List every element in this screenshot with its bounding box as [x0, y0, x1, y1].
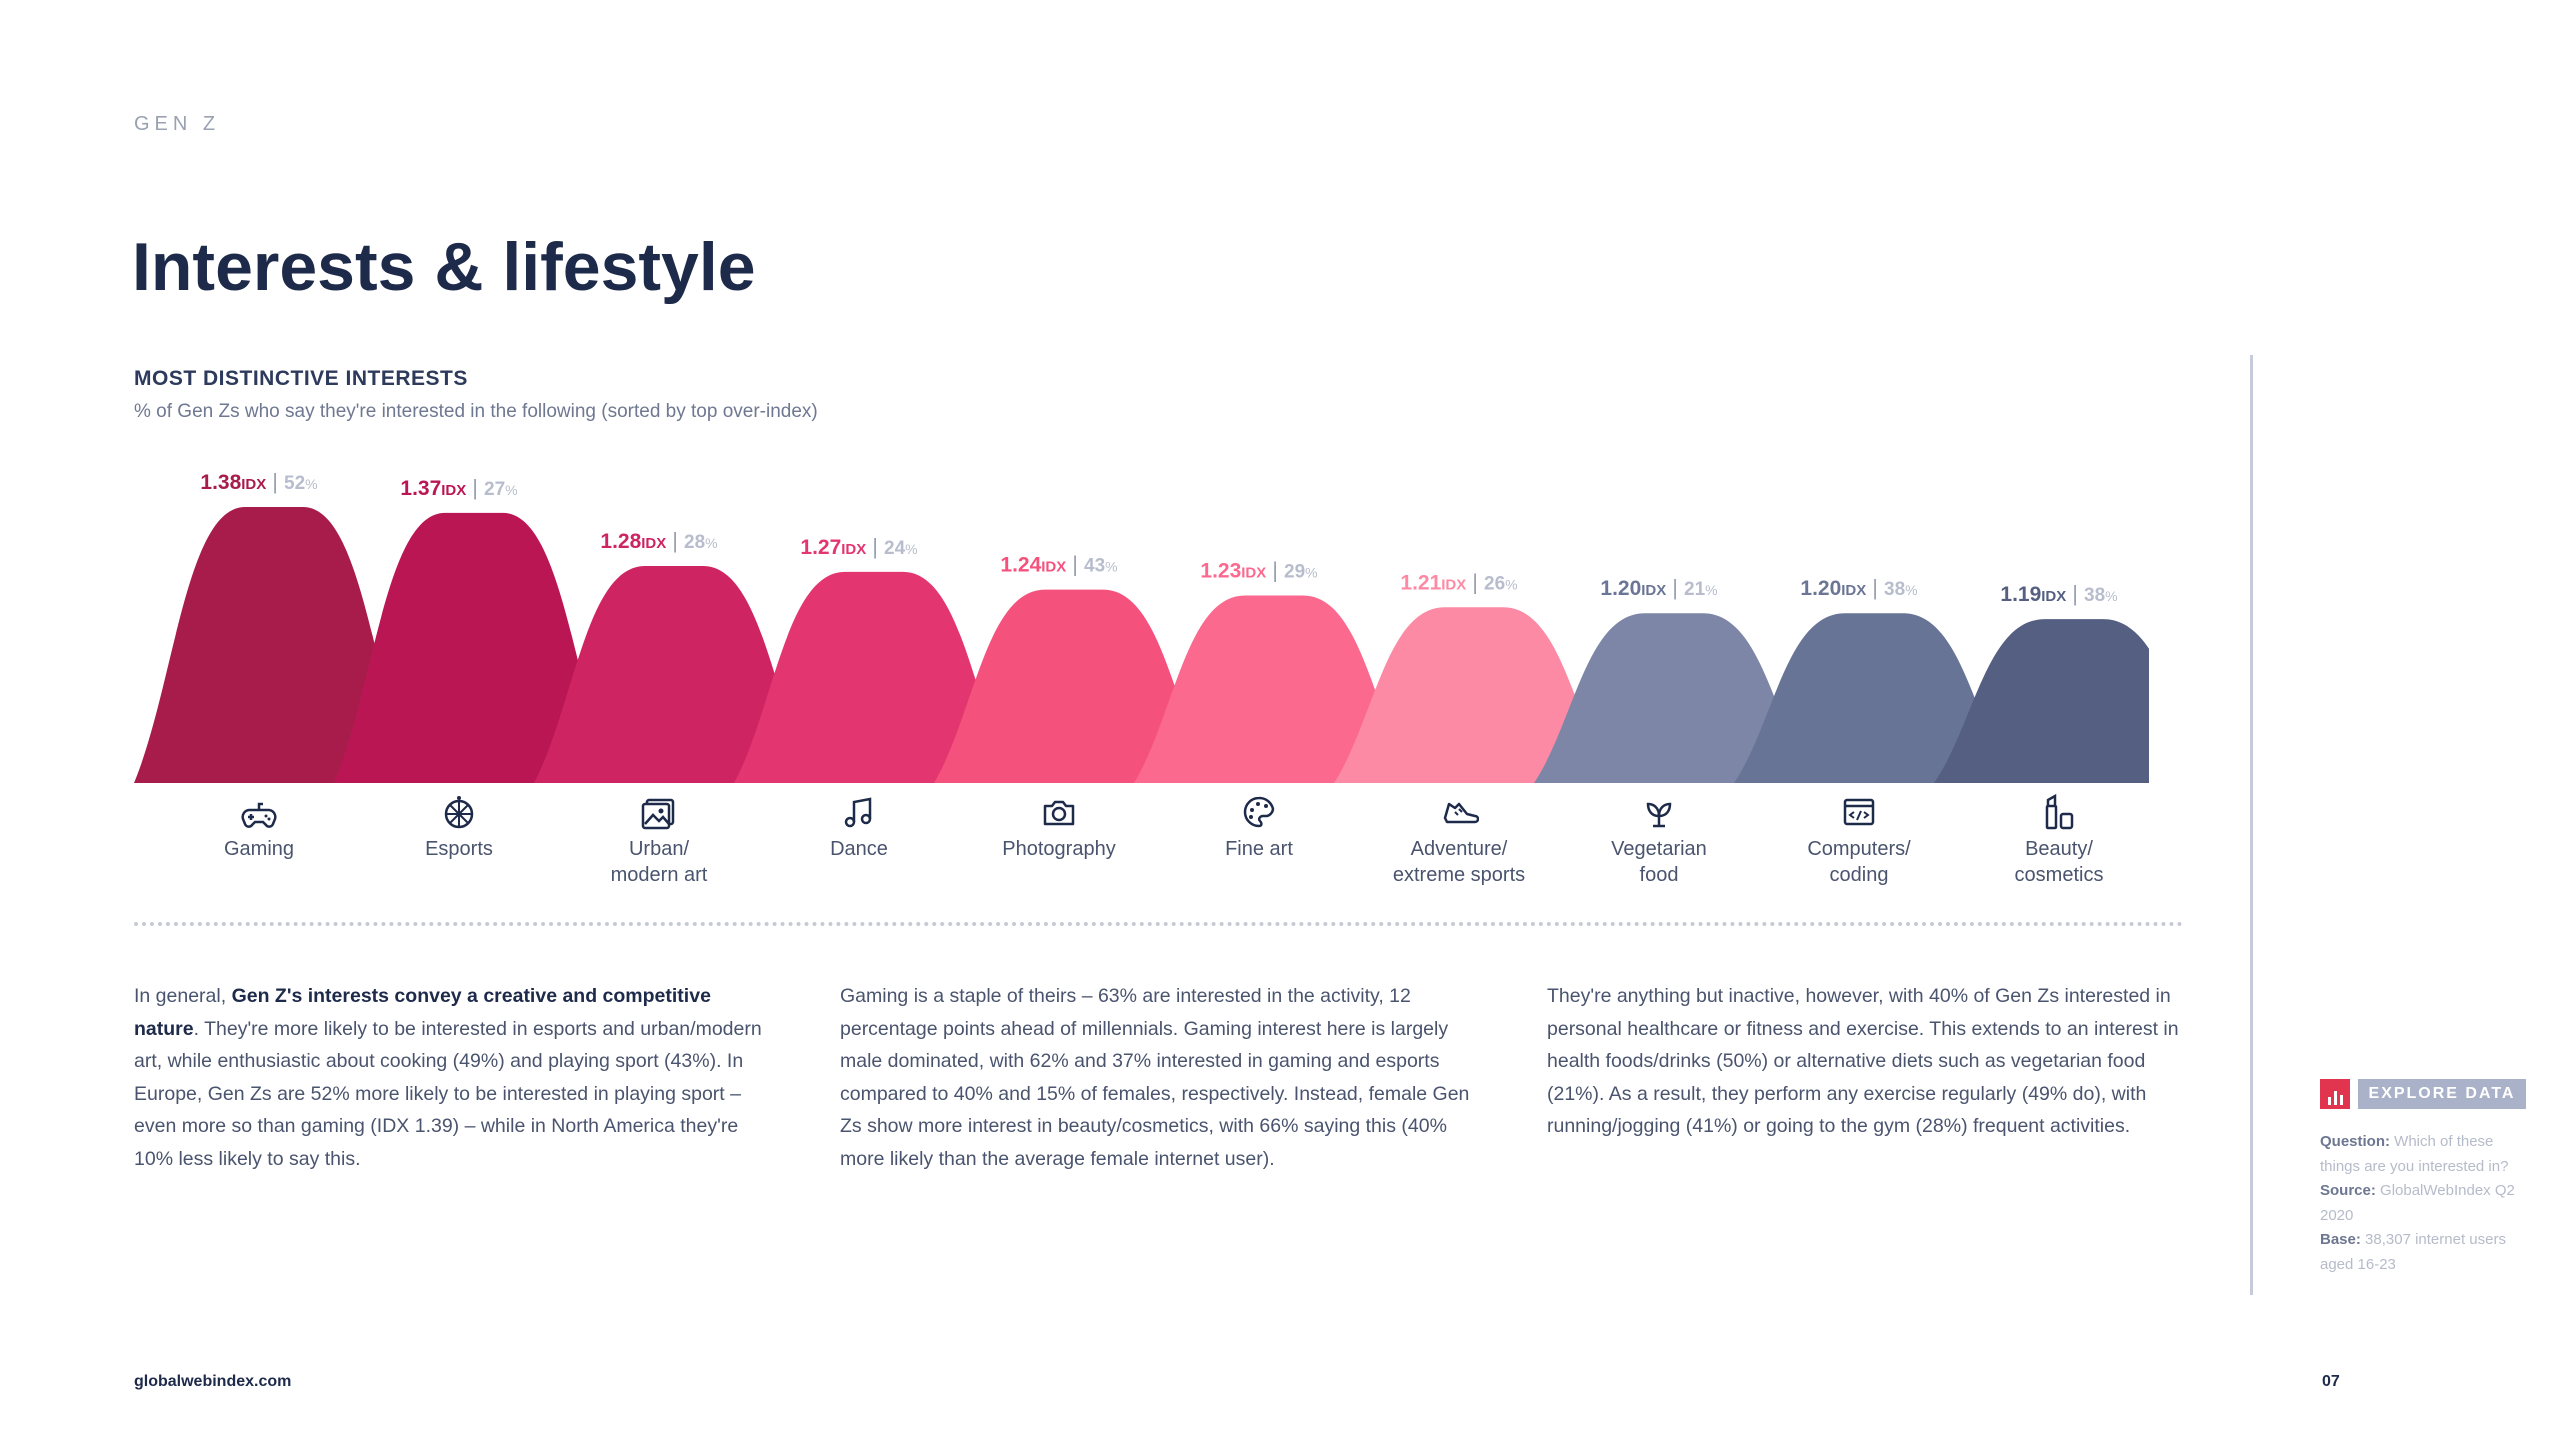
source-note: Source: GlobalWebIndex Q2 2020 — [2320, 1182, 2515, 1224]
data-label-1: 1.37IDX | 27% — [400, 475, 517, 500]
data-label-4: 1.24IDX | 43% — [1000, 552, 1117, 577]
body-text-col-2: Gaming is a staple of theirs – 63% are i… — [840, 985, 1470, 1170]
bubble-bar-9 — [1934, 619, 2214, 783]
bubble-bar-4 — [934, 589, 1214, 783]
image-icon — [639, 792, 679, 832]
category-label-7: Vegetarian food — [1611, 838, 1707, 886]
base-note: Base: 38,307 internet users aged 16-23 — [2320, 1231, 2506, 1273]
data-label-2: 1.28IDX | 28% — [600, 528, 717, 553]
sidebar-divider — [2250, 355, 2253, 1295]
sneaker-icon — [1439, 792, 1480, 832]
bubble-bar-1 — [334, 512, 614, 783]
data-label-6: 1.21IDX | 26% — [1400, 569, 1517, 594]
category-label-0: Gaming — [223, 838, 295, 860]
explore-data-button[interactable]: EXPLORE DATA — [2320, 1077, 2526, 1111]
dotted-divider — [134, 922, 2184, 926]
category-label-5: Fine art — [1225, 838, 1293, 860]
explore-data-label: EXPLORE DATA — [2358, 1079, 2526, 1109]
plant-icon — [1639, 792, 1679, 832]
category-label-8: Computers/coding — [1807, 838, 1911, 886]
bar-chart-icon — [2320, 1079, 2350, 1109]
interests-bubble-chart: 1.38IDX | 52% 1.37IDX | 27% 1.28IDX | 28% 1.27IDX… — [134, 0, 2240, 940]
category-label-4: Photography — [1002, 838, 1116, 860]
body-text-col-1: In general, Gen Z's interests convey a c… — [134, 985, 762, 1170]
data-label-8: 1.20IDX | 38% — [1800, 575, 1917, 600]
palette-icon — [1239, 792, 1279, 832]
category-label-6: Adventure/extreme sports — [1392, 838, 1526, 886]
bubble-bar-7 — [1534, 613, 1814, 783]
data-label-5: 1.23IDX | 29% — [1200, 558, 1317, 583]
category-label-2: Urban/modern art — [610, 838, 708, 886]
gamepad-icon — [239, 792, 279, 832]
category-label-3: Dance — [830, 838, 888, 860]
data-label-0: 1.38IDX | 52% — [200, 469, 317, 494]
sidebar-meta: Question: Which of these things are you … — [2320, 1130, 2530, 1277]
bubble-bar-5 — [1134, 595, 1414, 783]
chart-subtitle: % of Gen Zs who say they're interested i… — [134, 401, 818, 422]
footer-url[interactable]: globalwebindex.com — [134, 1373, 292, 1390]
esports-ball-icon — [439, 792, 479, 832]
camera-icon — [1039, 792, 1079, 832]
data-label-7: 1.20IDX | 21% — [1600, 575, 1717, 600]
bubble-bar-0 — [134, 507, 414, 783]
data-label-9: 1.19IDX | 38% — [2000, 581, 2117, 606]
chart-heading: MOST DISTINCTIVE INTERESTS — [134, 367, 468, 390]
chart-mask — [2149, 0, 2240, 940]
code-window-icon — [1839, 792, 1879, 832]
question-note: Question: Which of these things are you … — [2320, 1133, 2509, 1175]
category-label-1: Esports — [425, 838, 493, 860]
page-title: Interests & lifestyle — [132, 229, 756, 305]
section-label: GEN Z — [134, 113, 221, 135]
body-text-col-3: They're anything but inactive, however, … — [1547, 985, 2179, 1137]
bubble-bar-2 — [534, 566, 814, 783]
music-note-icon — [839, 792, 879, 832]
bubble-bar-6 — [1334, 607, 1614, 783]
category-label-9: Beauty/cosmetics — [2014, 838, 2104, 886]
data-label-3: 1.27IDX | 24% — [800, 534, 917, 559]
cosmetics-icon — [2039, 792, 2079, 832]
bubble-bar-3 — [734, 571, 1014, 783]
bubble-bar-8 — [1734, 613, 2014, 783]
page-number: 07 — [2322, 1373, 2340, 1390]
